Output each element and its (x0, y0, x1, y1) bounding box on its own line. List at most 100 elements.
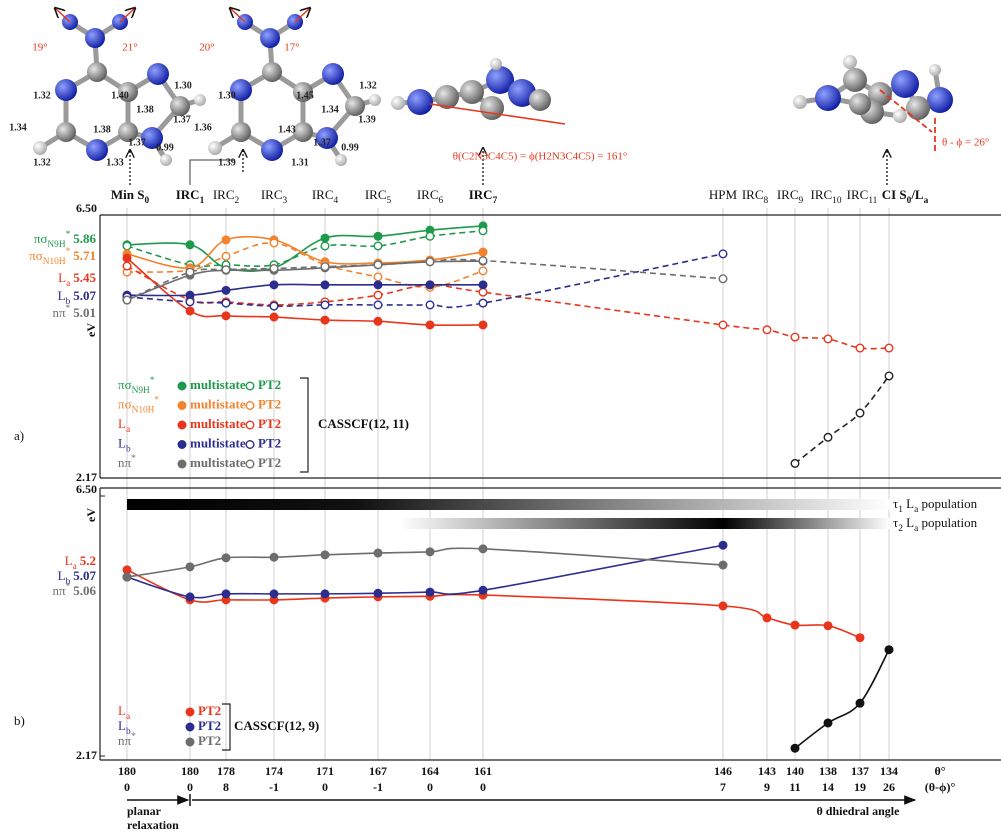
molecule (793, 55, 953, 124)
theta-label: 161 (474, 764, 492, 778)
column-header: IRC7 (469, 187, 498, 206)
data-point (321, 590, 329, 598)
text-part: IRC (777, 187, 799, 202)
data-point (479, 586, 487, 594)
text-part: population (918, 496, 977, 511)
data-point (123, 242, 131, 250)
data-point (270, 313, 278, 321)
panel-label: b) (14, 713, 25, 728)
data-point (479, 227, 487, 235)
column-header: IRC3 (261, 187, 288, 206)
theta-phi-label: 9 (764, 780, 770, 794)
theta-phi-label: -1 (269, 780, 279, 794)
theta-phi-label: 0 (480, 780, 486, 794)
theta-label: 138 (819, 764, 837, 778)
data-point (222, 253, 230, 261)
column-header: IRC1 (176, 187, 205, 206)
data-point (374, 273, 382, 281)
theta-label: 180 (181, 764, 199, 778)
theta-phi-label: 0 (187, 780, 193, 794)
angle-label: 19° (32, 42, 47, 54)
bond-length: 1.45 (296, 90, 314, 101)
text-part: L (118, 718, 126, 733)
legend-state: nπ* (118, 732, 136, 748)
text-part: N10H (132, 406, 155, 416)
legend-method: multistate (190, 396, 246, 411)
theta-phi-label: -1 (373, 780, 383, 794)
atom (335, 154, 347, 166)
legend-method: multistate (190, 435, 246, 450)
data-point (186, 241, 194, 249)
atom (170, 96, 190, 116)
data-point (123, 262, 131, 270)
data-point (321, 242, 329, 250)
atom (891, 70, 919, 98)
column-header: Min S0 (111, 187, 150, 206)
column-header: CI S0/La (882, 187, 929, 206)
data-point (186, 593, 194, 601)
legend-method: PT2 (198, 733, 221, 748)
atom (927, 87, 953, 113)
theta-label: 137 (851, 764, 869, 778)
legend-marker (178, 421, 186, 429)
data-point (719, 321, 727, 329)
text-part: L (65, 553, 73, 568)
atom (260, 28, 280, 48)
planar-label: planar (127, 804, 162, 818)
vertical-energy: 5.2 (80, 553, 96, 568)
text-part: population (918, 515, 977, 530)
vertical-energy: 5.71 (73, 248, 96, 263)
legend-method: multistate (190, 455, 246, 470)
data-point (719, 541, 727, 549)
theta-phi-axis-title: (θ-ϕ)° (925, 780, 956, 794)
atom (369, 94, 381, 106)
data-point (186, 563, 194, 571)
theta-phi-label: 0 (322, 780, 328, 794)
data-point (374, 242, 382, 250)
legend-bracket (300, 378, 308, 472)
legend-marker (178, 402, 186, 410)
atom (793, 95, 807, 109)
legend-group: CASSCF(12, 11) (318, 416, 409, 431)
atom (208, 141, 222, 155)
text-part: πσ (118, 396, 132, 411)
data-point (479, 299, 487, 307)
legend-method: PT2 (258, 435, 281, 450)
legend-method: PT2 (258, 396, 281, 411)
text-part: /L (910, 187, 924, 202)
theta-label: 143 (758, 764, 776, 778)
text-part: πσ (34, 231, 48, 246)
text-part: * (131, 454, 136, 464)
atom (160, 154, 172, 166)
data-point (719, 250, 727, 258)
text-part: L (58, 270, 66, 285)
data-point (123, 296, 131, 304)
data-point (719, 602, 727, 610)
series-line (795, 376, 889, 463)
data-point (270, 590, 278, 598)
legend-marker (246, 421, 254, 429)
text-part: IRC (847, 187, 869, 202)
bond-length: 0.99 (156, 142, 174, 153)
text-part: * (154, 396, 159, 406)
text-part: IRC (312, 187, 334, 202)
series-line (127, 266, 889, 349)
data-point (856, 634, 864, 642)
structure-annotation: θ(C2N3C4C5) = ϕ(H2N3C4C5) = 161° (453, 151, 628, 163)
data-point (856, 344, 864, 352)
legend-marker (246, 402, 254, 410)
series-line (795, 650, 889, 748)
legend-state: La (118, 416, 131, 435)
text-part: L (58, 288, 66, 303)
text-part: πσ (29, 248, 43, 263)
column-header: IRC9 (777, 187, 804, 206)
data-point (123, 254, 131, 262)
text-part: * (150, 376, 155, 386)
data-point (374, 317, 382, 325)
text-part: 1 (200, 196, 205, 206)
theta-phi-label: 0 (124, 780, 130, 794)
atom (929, 64, 941, 76)
bond-length: 1.37 (313, 137, 331, 148)
legend-state: Lb (118, 435, 131, 454)
bond-length: 1.36 (194, 122, 212, 133)
